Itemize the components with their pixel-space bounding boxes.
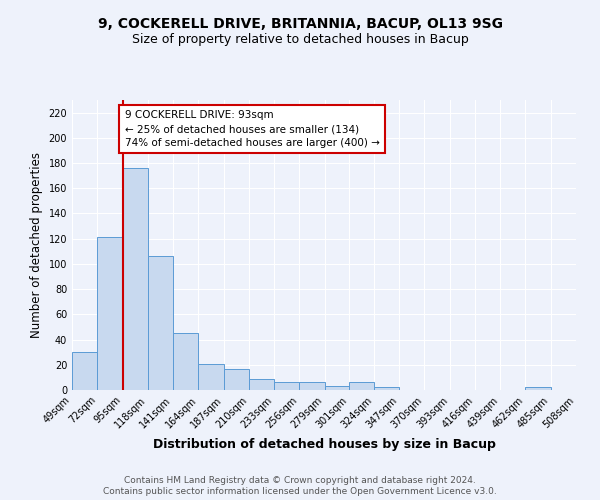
Text: 9, COCKERELL DRIVE, BRITANNIA, BACUP, OL13 9SG: 9, COCKERELL DRIVE, BRITANNIA, BACUP, OL… [97,18,503,32]
Bar [325,386,349,390]
Y-axis label: Number of detached properties: Number of detached properties [30,152,43,338]
Bar [349,382,374,390]
Bar [299,382,325,390]
Bar [198,364,224,390]
Bar [173,334,198,390]
Bar [224,368,249,390]
Text: Contains public sector information licensed under the Open Government Licence v3: Contains public sector information licen… [103,488,497,496]
Bar [122,168,148,390]
Bar [72,352,97,390]
Bar [249,378,274,390]
Bar [97,238,122,390]
Text: Size of property relative to detached houses in Bacup: Size of property relative to detached ho… [131,32,469,46]
Text: Contains HM Land Registry data © Crown copyright and database right 2024.: Contains HM Land Registry data © Crown c… [124,476,476,485]
Bar [526,388,551,390]
Bar [274,382,299,390]
Bar [374,388,399,390]
Text: 9 COCKERELL DRIVE: 93sqm
← 25% of detached houses are smaller (134)
74% of semi-: 9 COCKERELL DRIVE: 93sqm ← 25% of detach… [125,110,380,148]
Bar [148,256,173,390]
X-axis label: Distribution of detached houses by size in Bacup: Distribution of detached houses by size … [152,438,496,451]
